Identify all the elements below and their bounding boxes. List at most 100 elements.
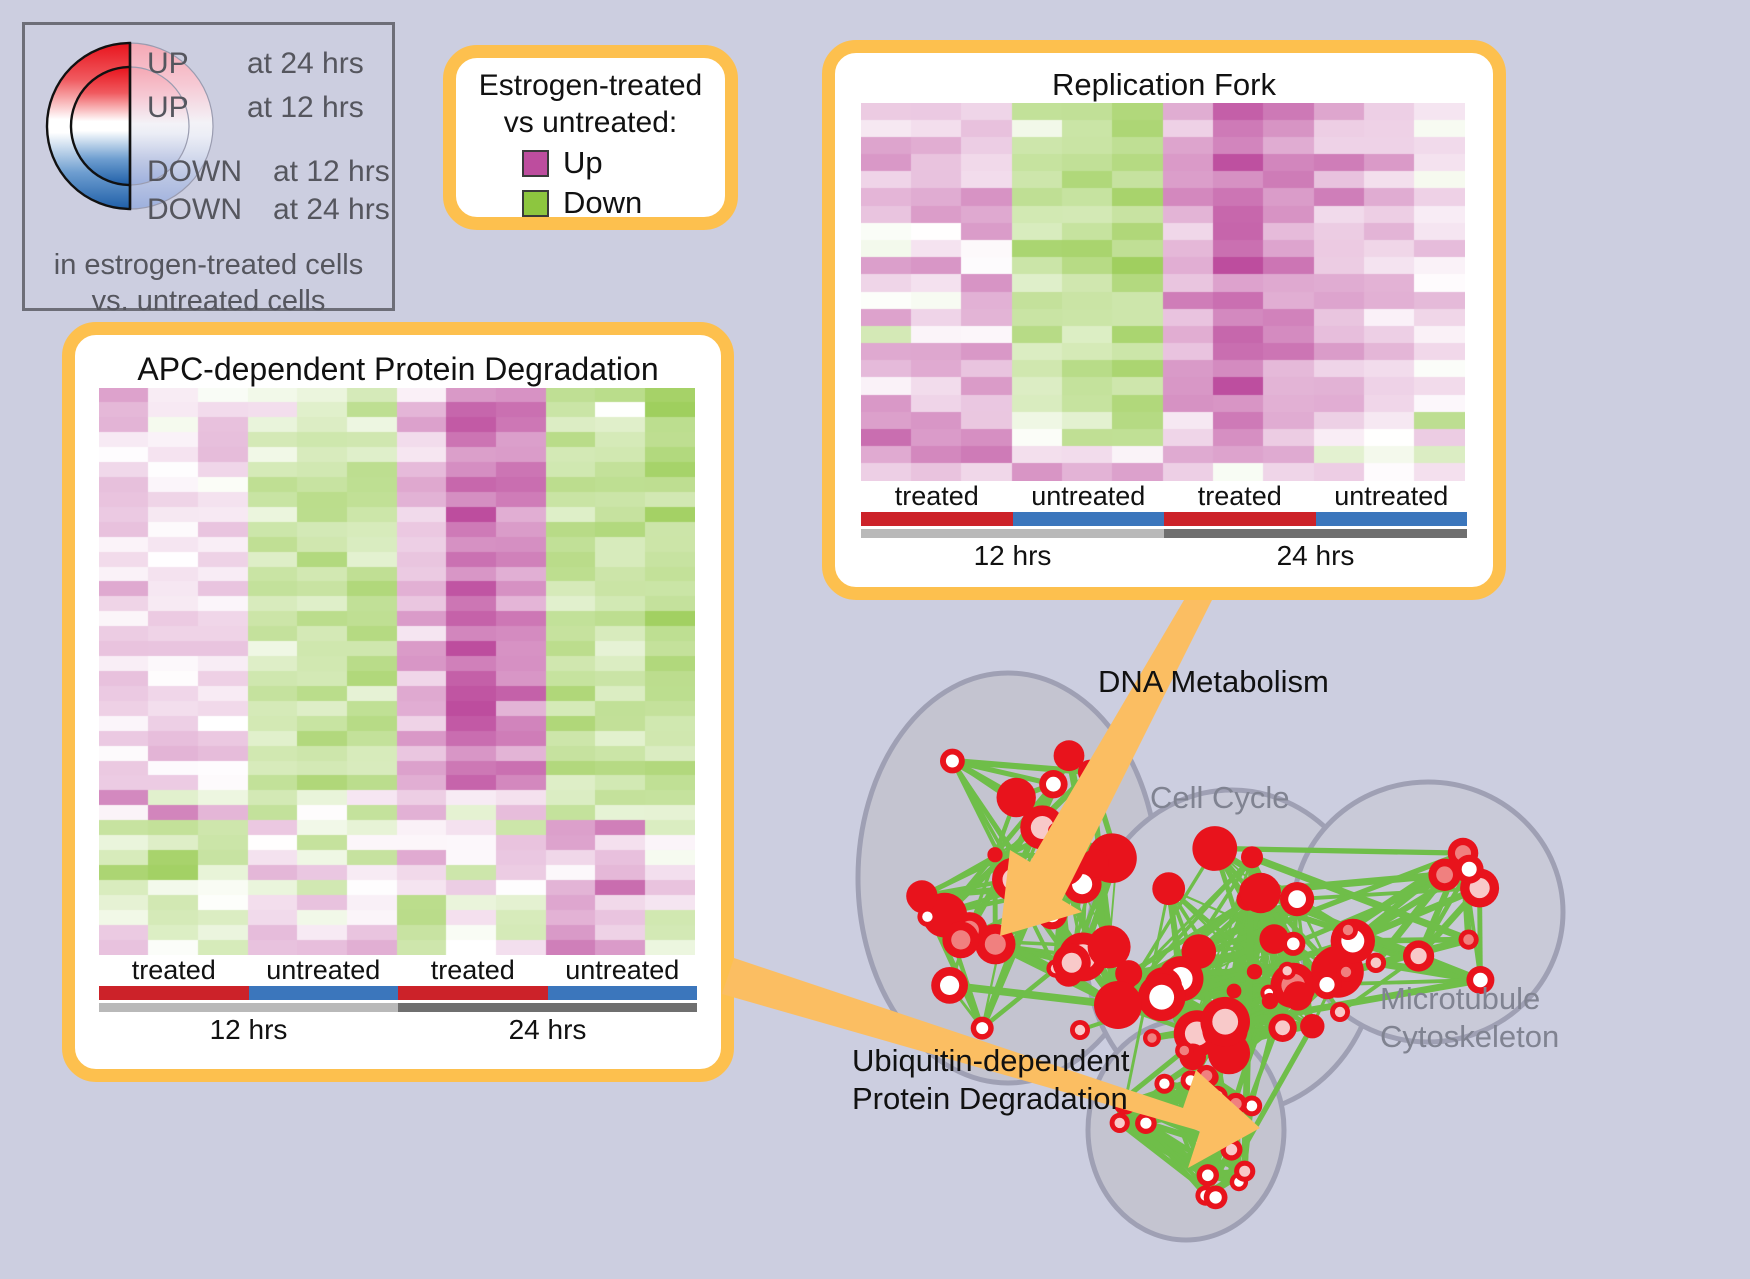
network-node[interactable]	[1048, 822, 1065, 840]
apc-title: APC-dependent Protein Degradation	[137, 351, 659, 387]
apc-group-labels: treated untreated treated untreated	[99, 955, 697, 986]
cluster-label-ubiquitin-line2: Protein Degradation	[852, 1081, 1128, 1116]
network-node[interactable]	[906, 880, 938, 912]
network-node[interactable]	[1454, 854, 1484, 884]
network-node[interactable]	[1278, 961, 1297, 980]
network-node[interactable]	[940, 748, 965, 774]
network-node[interactable]	[1192, 826, 1238, 871]
network-node[interactable]	[1336, 962, 1356, 982]
network-node[interactable]	[1044, 846, 1085, 886]
network-node[interactable]	[1246, 964, 1263, 980]
network-node[interactable]	[1094, 981, 1142, 1029]
cluster-label-microtubule-cytoskeleton: Microtubule Cytoskeleton	[1380, 980, 1559, 1056]
network-node[interactable]	[1458, 929, 1479, 950]
node-inner-fill	[1200, 1070, 1213, 1082]
legend-footer: in estrogen-treated cells vs. untreated …	[25, 247, 392, 319]
network-node[interactable]	[1330, 1002, 1350, 1022]
node-inner-fill	[1469, 877, 1490, 899]
updown-key-box: Estrogen-treated vs untreated: Up Down	[443, 45, 738, 230]
node-outer-ring	[996, 777, 1036, 818]
legend-direction-up-12: UP	[147, 91, 189, 124]
network-node[interactable]	[1283, 981, 1313, 1011]
network-node[interactable]	[1195, 1064, 1218, 1087]
node-inner-fill	[1473, 972, 1488, 988]
key-row-down: Down	[522, 185, 725, 221]
node-outer-ring	[1226, 983, 1242, 999]
node-outer-ring	[1241, 846, 1263, 869]
network-node[interactable]	[931, 967, 968, 1004]
treatment-bar-0	[99, 986, 249, 1000]
network-node[interactable]	[1080, 849, 1109, 878]
network-node[interactable]	[1312, 970, 1342, 1000]
node-inner-fill	[1275, 1020, 1290, 1036]
network-node[interactable]	[1280, 882, 1315, 917]
node-outer-ring	[1080, 849, 1109, 878]
network-node[interactable]	[1234, 1160, 1256, 1182]
network-node[interactable]	[1152, 872, 1186, 906]
network-node[interactable]	[1154, 1073, 1175, 1094]
network-node[interactable]	[1039, 770, 1068, 799]
node-inner-fill	[1185, 1075, 1197, 1086]
node-inner-fill	[1239, 1165, 1251, 1177]
network-node[interactable]	[917, 906, 938, 927]
network-node[interactable]	[1261, 992, 1279, 1010]
network-node[interactable]	[1224, 1092, 1247, 1115]
network-node[interactable]	[1241, 846, 1263, 869]
network-node[interactable]	[1052, 943, 1091, 982]
node-inner-fill	[1436, 866, 1453, 884]
network-node[interactable]	[1466, 966, 1495, 994]
replication-fork-time-bars	[861, 529, 1467, 538]
network-node[interactable]	[942, 921, 980, 959]
node-outer-ring	[1300, 1014, 1325, 1039]
network-node[interactable]	[1300, 1014, 1325, 1039]
cluster-label-dna-metabolism: DNA Metabolism	[1098, 664, 1329, 699]
replication-fork-time-labels: 12 hrs 24 hrs	[861, 540, 1467, 572]
node-inner-fill	[1287, 937, 1300, 951]
node-inner-fill	[1159, 1078, 1170, 1089]
network-node[interactable]	[1403, 940, 1435, 972]
network-node[interactable]	[1268, 1013, 1297, 1042]
up-color-swatch	[522, 149, 549, 177]
legend-footer-line1: in estrogen-treated cells	[53, 249, 364, 281]
network-node[interactable]	[1135, 1112, 1157, 1134]
down-label: Down	[563, 185, 643, 220]
network-node[interactable]	[1365, 952, 1387, 973]
network-node[interactable]	[1428, 858, 1461, 891]
network-edge	[1250, 853, 1470, 943]
network-node[interactable]	[1203, 1185, 1228, 1210]
treatment-bar-3	[1315, 512, 1467, 526]
node-outer-ring	[1048, 822, 1065, 840]
node-inner-fill	[976, 1022, 989, 1035]
network-node[interactable]	[1070, 1020, 1090, 1040]
network-node[interactable]	[1143, 1029, 1161, 1047]
network-node[interactable]	[1077, 759, 1103, 785]
replication-fork-group-labels: treated untreated treated untreated	[861, 481, 1467, 512]
down-color-swatch	[522, 189, 549, 217]
network-node[interactable]	[996, 777, 1036, 818]
network-node[interactable]	[1240, 872, 1281, 914]
treatment-bar-3	[547, 986, 697, 1000]
network-node[interactable]	[1200, 996, 1250, 1047]
node-inner-fill	[1114, 1117, 1125, 1129]
network-node[interactable]	[987, 847, 1003, 863]
network-node[interactable]	[1037, 899, 1068, 930]
node-inner-fill	[1230, 1098, 1242, 1110]
network-node[interactable]	[1281, 931, 1306, 956]
network-node[interactable]	[1220, 1138, 1243, 1161]
network-node[interactable]	[1137, 973, 1186, 1021]
network-node[interactable]	[1087, 925, 1131, 969]
network-node[interactable]	[1175, 1041, 1194, 1060]
apc-heatmap	[99, 388, 695, 955]
network-edge	[1338, 954, 1420, 1014]
node-inner-fill	[984, 933, 1006, 955]
network-node[interactable]	[1338, 920, 1358, 940]
network-node[interactable]	[992, 857, 1036, 902]
node-inner-fill	[1288, 890, 1306, 908]
node-inner-fill	[1002, 868, 1026, 891]
node-inner-fill	[1202, 1169, 1214, 1182]
node-outer-ring	[1261, 992, 1279, 1010]
network-node[interactable]	[1196, 1164, 1219, 1187]
network-node[interactable]	[970, 1016, 994, 1040]
network-node[interactable]	[1226, 983, 1242, 999]
treatment-bar-2	[1164, 512, 1316, 526]
